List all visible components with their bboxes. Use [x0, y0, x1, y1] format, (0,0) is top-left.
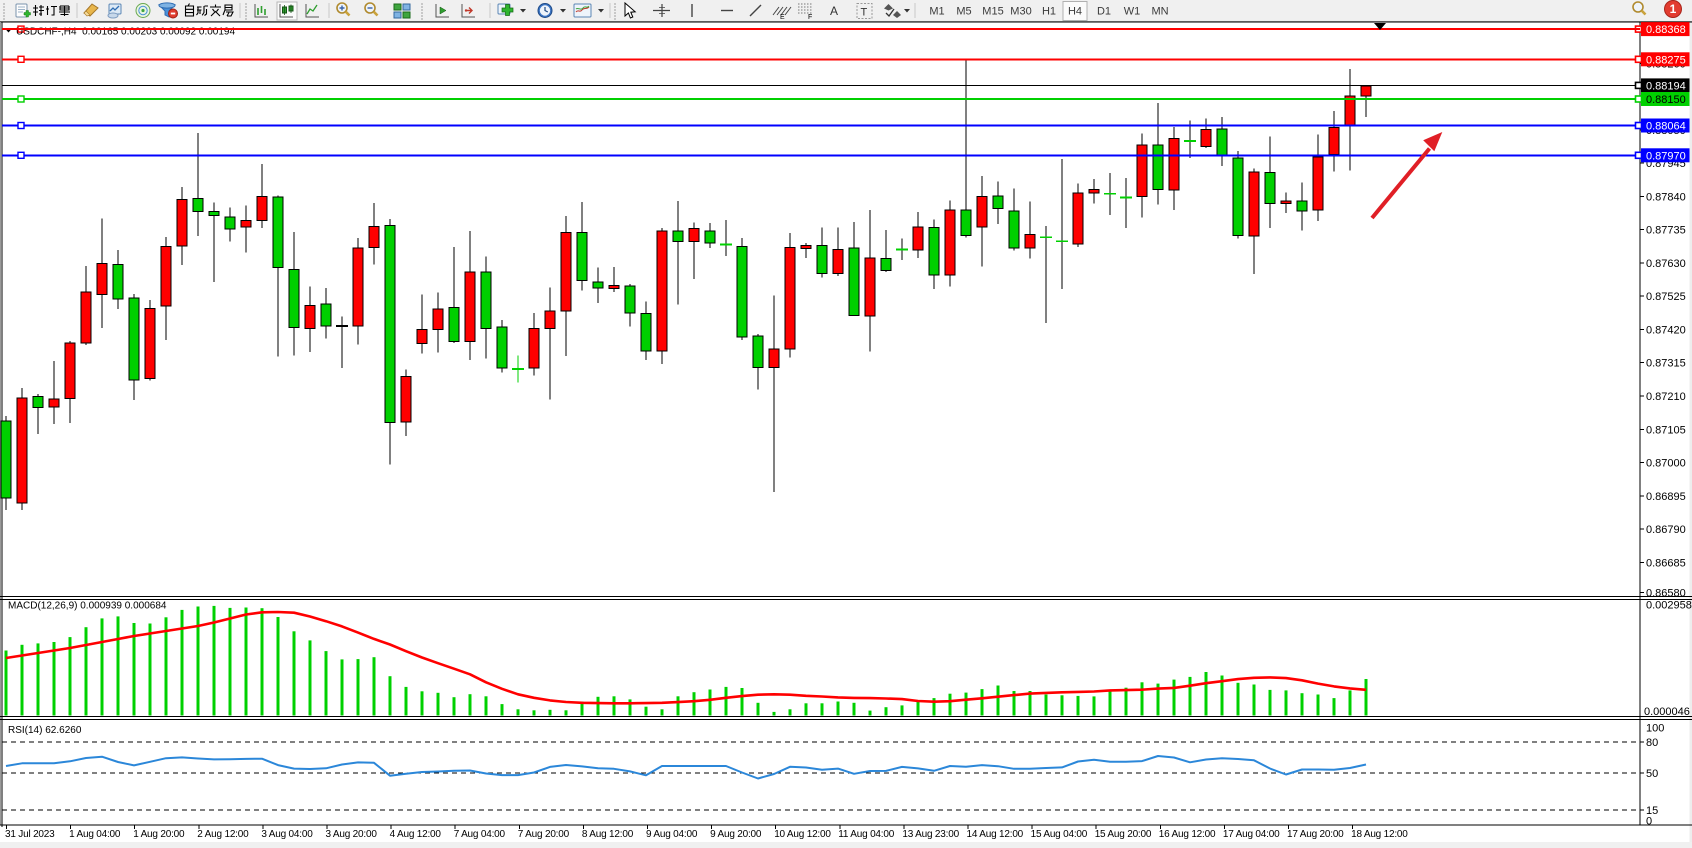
svg-text:7 Aug 04:00: 7 Aug 04:00	[454, 829, 506, 840]
svg-text:0.88275: 0.88275	[1646, 54, 1686, 66]
svg-text:100: 100	[1646, 723, 1664, 735]
svg-text:17 Aug 04:00: 17 Aug 04:00	[1223, 829, 1280, 840]
svg-text:15 Aug 04:00: 15 Aug 04:00	[1031, 829, 1088, 840]
svg-text:80: 80	[1646, 737, 1658, 749]
svg-text:0.000046: 0.000046	[1644, 706, 1690, 718]
svg-text:2 Aug 12:00: 2 Aug 12:00	[197, 829, 249, 840]
svg-text:T: T	[861, 7, 868, 19]
svg-text:1 Aug 04:00: 1 Aug 04:00	[69, 829, 121, 840]
svg-text:15: 15	[1646, 805, 1658, 817]
svg-text:0.88368: 0.88368	[1646, 24, 1686, 36]
svg-text:0.86790: 0.86790	[1646, 524, 1686, 536]
svg-text:13 Aug 23:00: 13 Aug 23:00	[902, 829, 959, 840]
svg-text:0.87210: 0.87210	[1646, 391, 1686, 403]
svg-text:RSI(14) 62.6260: RSI(14) 62.6260	[8, 725, 82, 736]
svg-text:0.88064: 0.88064	[1646, 121, 1686, 133]
svg-text:0.87630: 0.87630	[1646, 258, 1686, 270]
svg-text:0.87420: 0.87420	[1646, 324, 1686, 336]
svg-text:M15: M15	[982, 6, 1003, 18]
svg-text:18 Aug 12:00: 18 Aug 12:00	[1351, 829, 1408, 840]
svg-text:USDCHF-,H4 0.00165 0.00203 0.: USDCHF-,H4 0.00165 0.00203 0.00092 0.001…	[16, 27, 235, 38]
svg-text:H4: H4	[1068, 6, 1082, 18]
svg-text:0.86580: 0.86580	[1646, 588, 1686, 600]
svg-text:50: 50	[1646, 768, 1658, 780]
svg-text:10 Aug 12:00: 10 Aug 12:00	[774, 829, 831, 840]
svg-text:0.87315: 0.87315	[1646, 358, 1686, 370]
svg-text:W1: W1	[1124, 6, 1141, 18]
svg-text:0.86685: 0.86685	[1646, 557, 1686, 569]
svg-text:16 Aug 12:00: 16 Aug 12:00	[1159, 829, 1216, 840]
svg-text:3 Aug 04:00: 3 Aug 04:00	[261, 829, 313, 840]
svg-text:H1: H1	[1042, 6, 1056, 18]
svg-text:0.87735: 0.87735	[1646, 225, 1686, 237]
svg-text:0.87525: 0.87525	[1646, 291, 1686, 303]
svg-text:0.87970: 0.87970	[1646, 150, 1686, 162]
svg-text:A: A	[830, 4, 838, 18]
svg-text:0: 0	[1646, 816, 1652, 828]
svg-text:1: 1	[1670, 2, 1677, 16]
svg-text:0.88150: 0.88150	[1646, 94, 1686, 106]
svg-text:15 Aug 20:00: 15 Aug 20:00	[1095, 829, 1152, 840]
svg-text:MN: MN	[1151, 6, 1168, 18]
svg-text:9 Aug 20:00: 9 Aug 20:00	[710, 829, 762, 840]
svg-text:M5: M5	[956, 6, 971, 18]
svg-text:4 Aug 12:00: 4 Aug 12:00	[390, 829, 442, 840]
svg-text:M30: M30	[1010, 6, 1031, 18]
svg-text:17 Aug 20:00: 17 Aug 20:00	[1287, 829, 1344, 840]
svg-text:7 Aug 20:00: 7 Aug 20:00	[518, 829, 570, 840]
svg-text:11 Aug 04:00: 11 Aug 04:00	[838, 829, 894, 840]
svg-text:8 Aug 12:00: 8 Aug 12:00	[582, 829, 634, 840]
svg-text:F: F	[808, 14, 812, 21]
svg-text:31 Jul 2023: 31 Jul 2023	[5, 829, 55, 840]
svg-text:0.002958: 0.002958	[1646, 600, 1692, 612]
svg-text:M1: M1	[929, 6, 944, 18]
svg-text:E: E	[780, 14, 785, 21]
svg-text:0.86895: 0.86895	[1646, 491, 1686, 503]
svg-text:9 Aug 04:00: 9 Aug 04:00	[646, 829, 698, 840]
svg-text:0.87840: 0.87840	[1646, 191, 1686, 203]
svg-text:0.87105: 0.87105	[1646, 424, 1686, 436]
svg-text:D1: D1	[1097, 6, 1111, 18]
svg-text:0.87000: 0.87000	[1646, 458, 1686, 470]
svg-text:14 Aug 12:00: 14 Aug 12:00	[967, 829, 1024, 840]
svg-text:0.88194: 0.88194	[1646, 80, 1686, 92]
svg-text:3 Aug 20:00: 3 Aug 20:00	[326, 829, 378, 840]
svg-text:1 Aug 20:00: 1 Aug 20:00	[133, 829, 185, 840]
svg-text:MACD(12,26,9) 0.000939 0.00068: MACD(12,26,9) 0.000939 0.000684	[8, 601, 167, 612]
